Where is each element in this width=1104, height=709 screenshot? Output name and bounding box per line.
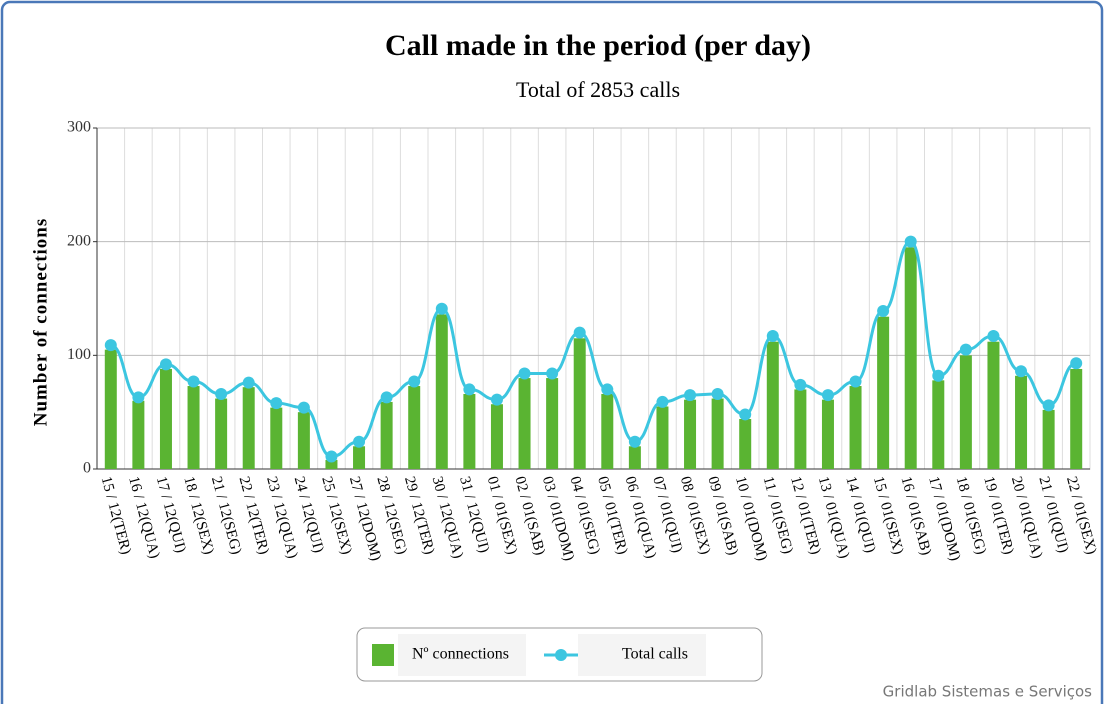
bar [132,400,145,469]
legend-swatch [372,644,394,666]
bar [711,398,724,469]
y-tick-label: 300 [67,119,91,136]
line-point [187,375,200,388]
line-point [159,358,172,371]
line-point [1070,357,1083,370]
bar [794,389,807,469]
line-point [518,367,531,380]
line-point [435,302,448,315]
legend-entry-bg [578,634,706,676]
legend-label: Nº connections [412,646,509,663]
legend-label: Total calls [622,646,688,663]
bar [684,399,697,469]
line-point [408,375,421,388]
line-point [325,450,338,463]
y-tick-label: 100 [67,346,91,363]
bar [628,446,641,469]
legend-swatch-point [555,649,567,661]
chart-subtitle: Total of 2853 calls [516,77,680,102]
bar [159,368,172,469]
y-tick-label: 200 [67,232,91,249]
line-point [987,330,1000,343]
bar [518,378,531,469]
line-point [353,435,366,448]
bar [353,446,366,469]
bar [1015,375,1028,469]
line-point [656,395,669,408]
bar [932,380,945,469]
line-point [766,330,779,343]
line-point [132,391,145,404]
bar [573,338,586,469]
bar [1070,368,1083,469]
chart-title: Call made in the period (per day) [385,29,811,62]
bar [463,393,476,469]
bar [601,393,614,469]
line-point [794,378,807,391]
line-point [380,391,393,404]
line-point [215,387,228,400]
bar [215,398,228,469]
line-point [1015,365,1028,378]
footer: Gridlab Sistemas e Serviços [883,683,1093,701]
line-point [270,397,283,410]
bar [656,406,669,469]
line-point [104,339,117,352]
line-point [242,376,255,389]
bar [546,378,559,469]
line-point [711,387,724,400]
line-point [601,383,614,396]
line-point [490,393,503,406]
line-point [463,383,476,396]
bar [987,341,1000,469]
line-point [849,375,862,388]
line-point [739,408,752,421]
line-point [877,305,890,318]
bar [187,386,200,469]
line-point [573,326,586,339]
bar [959,355,972,469]
bar [104,349,117,469]
line-point [297,401,310,414]
y-axis-label: Number of connections [30,218,51,427]
bar [270,407,283,469]
line-point [932,369,945,382]
line-point [1042,399,1055,412]
line-point [684,389,697,402]
bar [242,387,255,469]
bar [408,386,421,469]
line-point [628,435,641,448]
bar [490,404,503,469]
bar [297,412,310,469]
bar [766,341,779,469]
bar [739,418,752,469]
line-point [821,389,834,402]
line-point [959,343,972,356]
bar [325,459,338,469]
bar [1042,409,1055,469]
y-tick-label: 0 [83,460,91,477]
bar [849,386,862,469]
bar [380,401,393,469]
bar [821,399,834,469]
bar [904,247,917,469]
line-point [546,367,559,380]
legend-entry-bg [398,634,526,676]
bar [435,314,448,469]
line-point [904,235,917,248]
bar [877,316,890,469]
